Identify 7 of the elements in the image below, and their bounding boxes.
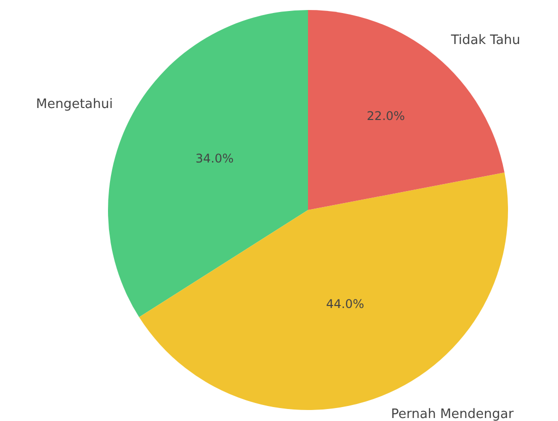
slice-label: Tidak Tahu bbox=[450, 33, 520, 48]
slice-label: Mengetahui bbox=[36, 97, 113, 112]
data-label: 44.0% bbox=[326, 296, 364, 311]
pie-slice bbox=[139, 172, 508, 410]
slice-label: Pernah Mendengar bbox=[391, 407, 514, 421]
data-label: 34.0% bbox=[196, 152, 234, 166]
data-label: 22.0% bbox=[366, 108, 405, 123]
